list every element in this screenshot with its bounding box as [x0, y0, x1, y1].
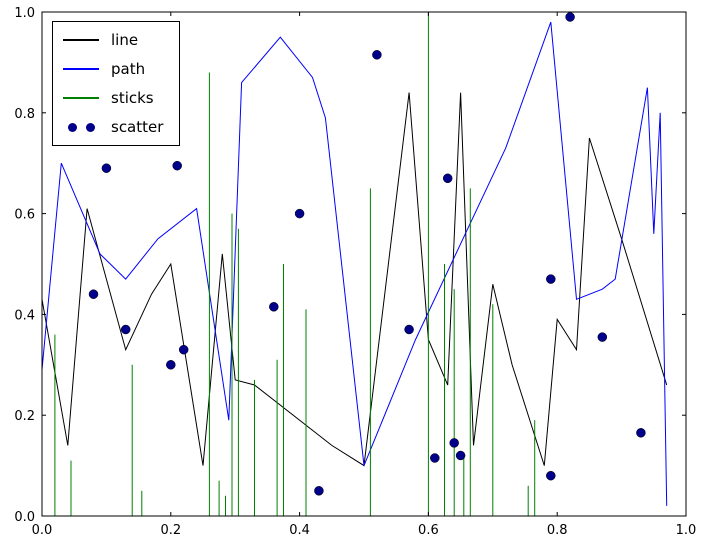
legend-entry-sticks: sticks	[63, 87, 163, 109]
scatter-point	[294, 208, 305, 219]
scatter-point	[455, 450, 466, 461]
scatter-point	[314, 486, 324, 496]
legend-entry-path: path	[63, 58, 163, 80]
legend-label-path: path	[111, 60, 146, 78]
legend-entry-line: line	[63, 29, 163, 51]
scatter-point	[172, 160, 182, 171]
scatter-point	[166, 360, 176, 370]
scatter-point	[442, 173, 453, 184]
scatter-point	[372, 50, 382, 60]
scatter-point	[178, 344, 189, 355]
scatter-point	[88, 289, 99, 299]
x-tick-label: 0.4	[289, 523, 310, 538]
scatter-point	[101, 163, 112, 173]
sticks-sample-icon	[63, 97, 99, 99]
y-tick-label: 0.6	[14, 208, 35, 223]
scatter-point	[597, 332, 608, 342]
series-path	[42, 21, 668, 506]
series-line	[42, 92, 668, 467]
x-tick-label: 0.2	[160, 523, 181, 538]
y-tick-label: 0.0	[14, 510, 35, 525]
line-sample-icon	[63, 39, 99, 41]
legend-entry-scatter: scatter	[63, 116, 163, 138]
x-tick-label: 0.8	[547, 523, 568, 538]
y-tick-label: 1.0	[14, 6, 35, 21]
legend-label-scatter: scatter	[111, 118, 164, 136]
plot-area	[42, 12, 668, 516]
scatter-point	[565, 12, 575, 22]
legend: line path sticks scatter	[52, 21, 181, 146]
scatter-point	[546, 470, 556, 481]
scatter-point	[636, 428, 646, 438]
scatter-point	[449, 438, 459, 448]
x-tick-label: 0.0	[32, 523, 53, 538]
y-tick-label: 0.2	[14, 409, 35, 424]
scatter-point	[269, 302, 279, 312]
x-tick-label: 0.6	[418, 523, 439, 538]
legend-label-sticks: sticks	[111, 89, 154, 107]
scatter-point	[546, 274, 556, 284]
legend-label-line: line	[111, 31, 139, 49]
y-tick-label: 0.8	[14, 107, 35, 122]
scatter-sample-icon	[63, 122, 99, 132]
scatter-point	[120, 324, 131, 335]
x-tick-label: 1.0	[676, 523, 697, 538]
y-tick-label: 0.4	[14, 308, 35, 323]
axes-frame	[41, 11, 687, 517]
path-sample-icon	[63, 68, 99, 70]
scatter-point	[404, 324, 414, 335]
scatter-point	[430, 453, 440, 463]
